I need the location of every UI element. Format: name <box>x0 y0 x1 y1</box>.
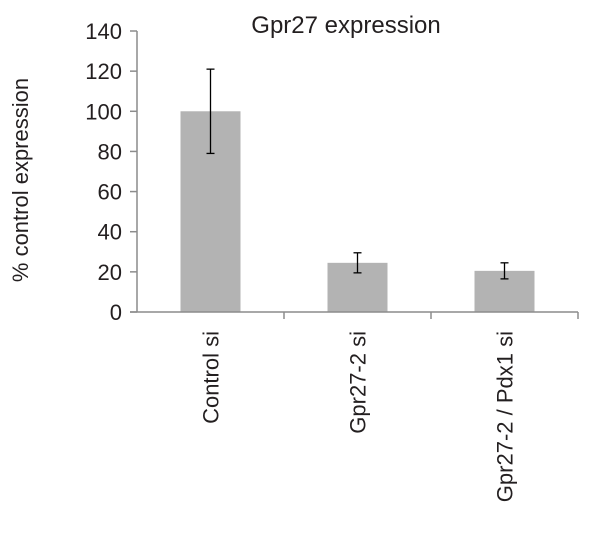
y-tick-label: 140 <box>85 19 122 44</box>
y-tick-label: 0 <box>110 300 122 325</box>
x-category-label: Gpr27-2 / Pdx1 si <box>493 331 518 502</box>
error-bar <box>353 252 362 274</box>
x-axis-labels: Control si Gpr27-2 si Gpr27-2 / Pdx1 si <box>199 331 518 502</box>
error-bars-group <box>206 68 509 280</box>
error-bar <box>206 68 215 155</box>
x-category-label: Gpr27-2 si <box>346 331 371 434</box>
x-axis-ticks <box>283 312 579 319</box>
y-tick-label: 40 <box>98 220 122 245</box>
y-axis: 0 20 40 60 80 100 120 140 <box>85 19 137 325</box>
y-tick-label: 80 <box>98 139 122 164</box>
y-tick-label: 120 <box>85 59 122 84</box>
bars-group <box>180 111 535 313</box>
error-bar <box>500 262 509 280</box>
x-category-label: Control si <box>199 331 224 424</box>
y-tick-label: 100 <box>85 99 122 124</box>
y-axis-title: % control expression <box>8 78 33 282</box>
chart-title: Gpr27 expression <box>251 12 440 39</box>
y-tick-label: 20 <box>98 260 122 285</box>
y-tick-label: 60 <box>98 180 122 205</box>
